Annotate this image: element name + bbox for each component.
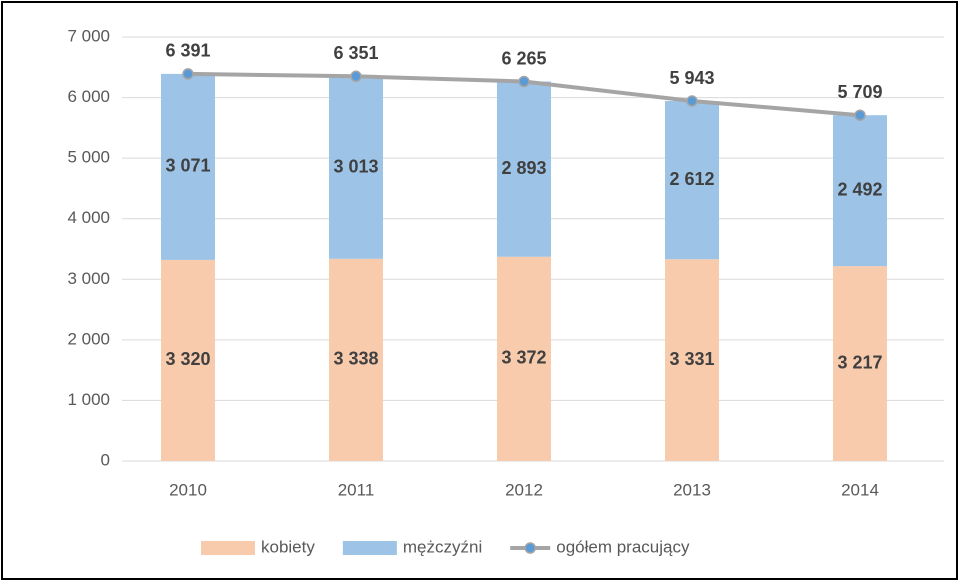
legend-label: kobiety xyxy=(261,537,315,556)
y-tick-label: 7 000 xyxy=(67,26,110,45)
value-label: 3 338 xyxy=(333,349,378,369)
legend-swatch xyxy=(201,541,255,555)
bar xyxy=(665,101,719,260)
x-tick-label: 2010 xyxy=(169,480,207,499)
value-label: 3 013 xyxy=(333,156,378,176)
x-tick-label: 2011 xyxy=(338,480,375,499)
value-label: 3 372 xyxy=(501,348,546,368)
value-label: 6 265 xyxy=(501,48,546,68)
x-tick-label: 2013 xyxy=(673,480,711,499)
value-label: 3 320 xyxy=(165,349,210,369)
y-tick-label: 0 xyxy=(101,450,110,469)
y-tick-label: 5 000 xyxy=(67,148,110,167)
legend-label: mężczyźni xyxy=(403,537,482,556)
line-marker xyxy=(518,75,530,88)
legend-label: ogółem pracujący xyxy=(556,537,690,556)
value-label: 5 943 xyxy=(669,68,714,88)
y-tick-label: 3 000 xyxy=(67,269,110,288)
value-label: 3 331 xyxy=(669,349,714,369)
value-label: 2 612 xyxy=(669,169,714,189)
y-tick-label: 1 000 xyxy=(67,390,110,409)
bar xyxy=(497,81,551,257)
line-marker xyxy=(182,68,194,80)
value-label: 2 893 xyxy=(501,158,546,178)
legend-swatch xyxy=(524,542,536,554)
y-tick-label: 4 000 xyxy=(67,208,110,227)
bar xyxy=(833,266,887,461)
bar xyxy=(161,73,215,260)
bar xyxy=(329,76,383,259)
bar xyxy=(329,258,383,461)
y-tick-label: 2 000 xyxy=(67,329,110,348)
value-label: 6 391 xyxy=(165,41,210,61)
value-label: 6 351 xyxy=(333,43,378,63)
y-tick-label: 6 000 xyxy=(67,87,110,106)
bar xyxy=(833,115,887,267)
x-tick-label: 2014 xyxy=(841,480,879,499)
value-label: 3 071 xyxy=(165,156,210,176)
bar xyxy=(497,256,551,461)
bar xyxy=(665,259,719,461)
bar xyxy=(161,259,215,461)
line-marker xyxy=(350,70,362,83)
line-marker xyxy=(854,109,866,121)
value-label: 5 709 xyxy=(837,82,882,102)
legend-swatch xyxy=(342,541,397,555)
value-label: 3 217 xyxy=(837,352,882,372)
line-marker xyxy=(686,95,698,107)
x-tick-label: 2012 xyxy=(505,480,543,499)
value-label: 2 492 xyxy=(837,179,882,199)
